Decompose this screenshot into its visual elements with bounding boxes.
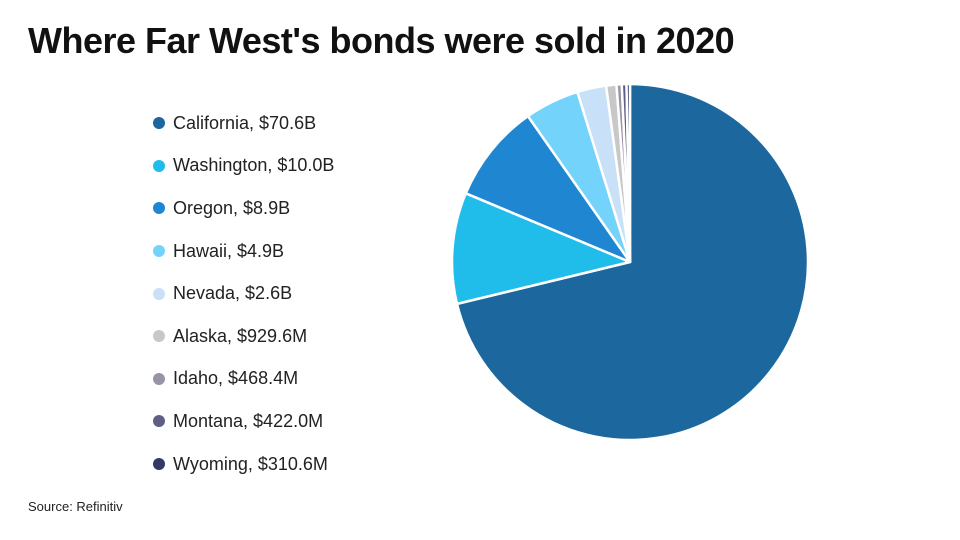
legend-swatch-nevada — [153, 287, 165, 300]
pie-chart — [450, 82, 810, 442]
legend-swatch-idaho — [153, 372, 165, 385]
legend-swatch-wyoming — [153, 458, 165, 471]
legend-label-oregon: Oregon, $8.9B — [173, 197, 291, 218]
legend-item-montana: Montana, $422.0M — [153, 400, 334, 443]
legend: California, $70.6B Washington, $10.0B Oreg… — [153, 102, 334, 485]
legend-item-washington: Washington, $10.0B — [153, 145, 334, 188]
legend-swatch-hawaii — [153, 245, 165, 258]
legend-label-montana: Montana, $422.0M — [173, 410, 324, 431]
legend-item-alaska: Alaska, $929.6M — [153, 315, 334, 358]
legend-label-washington: Washington, $10.0B — [173, 155, 335, 176]
legend-label-nevada: Nevada, $2.6B — [173, 283, 293, 304]
legend-label-hawaii: Hawaii, $4.9B — [173, 240, 285, 261]
pie-slice-washington — [450, 192, 632, 306]
legend-swatch-washington — [153, 159, 165, 172]
pie-slice-oregon — [464, 114, 632, 264]
chart-title: Where Far West's bonds were sold in 2020 — [28, 20, 735, 61]
legend-label-wyoming: Wyoming, $310.6M — [173, 453, 328, 474]
legend-item-nevada: Nevada, $2.6B — [153, 272, 334, 315]
legend-swatch-montana — [153, 415, 165, 428]
legend-item-oregon: Oregon, $8.9B — [153, 187, 334, 230]
legend-swatch-alaska — [153, 330, 165, 343]
legend-label-idaho: Idaho, $468.4M — [173, 368, 299, 389]
legend-item-hawaii: Hawaii, $4.9B — [153, 230, 334, 273]
pie-slice-wyoming — [625, 82, 632, 264]
pie-slice-california — [455, 82, 810, 442]
legend-item-wyoming: Wyoming, $310.6M — [153, 443, 334, 486]
source-note: Source: Refinitiv — [28, 499, 123, 514]
legend-item-california: California, $70.6B — [153, 102, 334, 145]
legend-label-alaska: Alaska, $929.6M — [173, 325, 308, 346]
legend-label-california: California, $70.6B — [173, 112, 317, 133]
legend-swatch-california — [153, 117, 165, 130]
legend-swatch-oregon — [153, 202, 165, 215]
legend-item-idaho: Idaho, $468.4M — [153, 358, 334, 401]
